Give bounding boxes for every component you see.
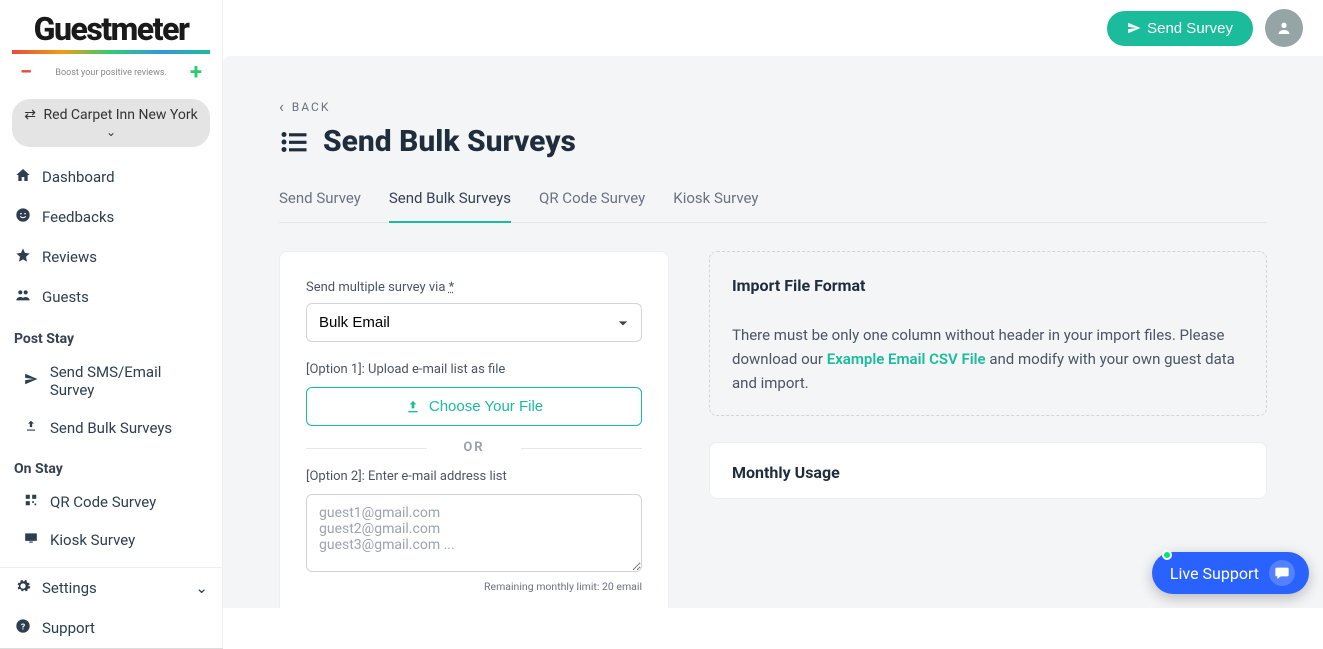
- help-icon: ?: [14, 618, 32, 638]
- monitor-icon: [22, 531, 40, 549]
- tab-kiosk[interactable]: Kiosk Survey: [673, 179, 758, 223]
- send-icon: [22, 372, 40, 390]
- nav-label: Kiosk Survey: [50, 531, 135, 549]
- back-link[interactable]: BACK: [279, 97, 330, 116]
- option1-label: [Option 1]: Upload e-mail list as file: [306, 362, 642, 377]
- list-icon: [279, 127, 309, 157]
- nav-qr-code[interactable]: QR Code Survey: [0, 483, 222, 521]
- nav-settings[interactable]: Settings ⌄: [0, 568, 222, 608]
- topbar: Send Survey: [223, 0, 1323, 56]
- nav-label: Dashboard: [42, 168, 115, 186]
- tab-qr-code[interactable]: QR Code Survey: [539, 179, 645, 223]
- swap-icon: ⇄: [24, 107, 36, 123]
- nav-guests[interactable]: Guests: [0, 277, 222, 317]
- chevron-down-icon: ⌄: [22, 125, 200, 139]
- import-text: There must be only one column without he…: [732, 323, 1244, 395]
- sidebar: Guestmeter − Boost your positive reviews…: [0, 0, 223, 648]
- usage-title: Monthly Usage: [732, 463, 1244, 482]
- content-area: BACK Send Bulk Surveys Send Survey Send …: [223, 56, 1323, 608]
- back-label: BACK: [292, 100, 331, 114]
- choose-file-button[interactable]: Choose Your File: [306, 387, 642, 426]
- example-csv-link[interactable]: Example Email CSV File: [827, 350, 986, 368]
- tagline: Boost your positive reviews.: [32, 68, 190, 78]
- nav-support[interactable]: ? Support: [0, 608, 222, 648]
- smile-icon: [14, 207, 32, 227]
- nav-label: QR Code Survey: [50, 493, 156, 511]
- property-selector[interactable]: ⇄ Red Carpet Inn New York ⌄: [12, 99, 210, 147]
- svg-text:?: ?: [21, 622, 25, 632]
- user-menu-button[interactable]: [1265, 9, 1303, 47]
- title-text: Send Bulk Surveys: [323, 124, 576, 159]
- tabs: Send Survey Send Bulk Surveys QR Code Su…: [279, 179, 1267, 223]
- users-icon: [14, 287, 32, 307]
- nav-dashboard[interactable]: Dashboard: [0, 157, 222, 197]
- nav-label: Send SMS/Email Survey: [50, 363, 208, 399]
- limit-text: Remaining monthly limit: 20 email: [306, 580, 642, 593]
- or-separator: OR: [306, 440, 642, 455]
- section-post-stay: Post Stay: [0, 317, 222, 353]
- logo-area: Guestmeter − Boost your positive reviews…: [0, 10, 222, 91]
- nav-label: Settings: [42, 579, 97, 597]
- option2-label: [Option 2]: Enter e-mail address list: [306, 469, 642, 484]
- send-survey-button[interactable]: Send Survey: [1107, 11, 1253, 46]
- nav-label: Reviews: [42, 248, 97, 266]
- chevron-down-icon: ⌄: [195, 579, 208, 597]
- send-via-label: Send multiple survey via *: [306, 280, 642, 295]
- nav-label: Send Bulk Surveys: [50, 419, 172, 437]
- nav-reviews[interactable]: Reviews: [0, 237, 222, 277]
- tab-send-survey[interactable]: Send Survey: [279, 179, 361, 223]
- button-label: Send Survey: [1147, 20, 1233, 37]
- nav-send-sms-email[interactable]: Send SMS/Email Survey: [0, 353, 222, 409]
- label-text: Send multiple survey via: [306, 280, 449, 295]
- required-asterisk: *: [449, 280, 455, 295]
- page-title: Send Bulk Surveys: [279, 124, 1267, 159]
- qr-icon: [22, 493, 40, 511]
- nav-send-bulk[interactable]: Send Bulk Surveys: [0, 409, 222, 447]
- chat-bubble-icon: [1269, 560, 1295, 586]
- import-title: Import File Format: [732, 276, 1244, 295]
- live-support-label: Live Support: [1170, 564, 1259, 583]
- upload-icon: [405, 399, 421, 415]
- property-name: Red Carpet Inn New York: [44, 107, 198, 123]
- button-label: Choose Your File: [429, 398, 543, 415]
- gear-icon: [14, 578, 32, 598]
- import-info-box: Import File Format There must be only on…: [709, 251, 1267, 416]
- upload-icon: [22, 419, 40, 437]
- status-dot-icon: [1162, 550, 1172, 560]
- nav-label: Guests: [42, 288, 89, 306]
- nav-label: Support: [42, 619, 95, 637]
- minus-icon: −: [20, 60, 32, 85]
- usage-box: Monthly Usage: [709, 442, 1267, 499]
- dashboard-icon: [14, 167, 32, 187]
- nav-label: Feedbacks: [42, 208, 114, 226]
- tab-send-bulk[interactable]: Send Bulk Surveys: [389, 179, 511, 223]
- plus-icon: +: [190, 60, 202, 85]
- email-list-textarea[interactable]: [306, 494, 642, 572]
- user-icon: [1276, 20, 1292, 36]
- star-icon: [14, 247, 32, 267]
- section-on-stay: On Stay: [0, 447, 222, 483]
- nav-feedbacks[interactable]: Feedbacks: [0, 197, 222, 237]
- live-support-button[interactable]: Live Support: [1152, 552, 1309, 594]
- method-select[interactable]: Bulk Email: [306, 303, 642, 342]
- logo: Guestmeter: [12, 10, 210, 48]
- nav-kiosk[interactable]: Kiosk Survey: [0, 521, 222, 559]
- send-icon: [1127, 21, 1141, 35]
- form-card: Send multiple survey via * Bulk Email [O…: [279, 251, 669, 608]
